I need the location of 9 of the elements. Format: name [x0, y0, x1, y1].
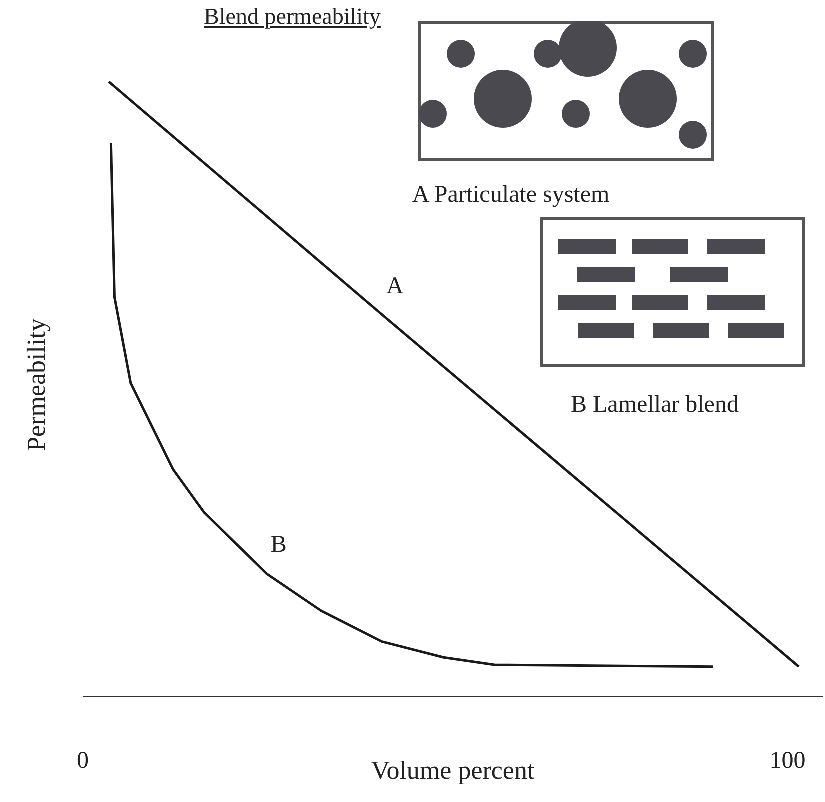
- x-tick-label: 0: [77, 748, 89, 774]
- x-axis-title: Volume percent: [371, 756, 536, 785]
- annotation: B Lamellar blend: [570, 392, 740, 419]
- chart-title: Blend permeability: [204, 4, 381, 30]
- series-label: B: [270, 532, 287, 558]
- annotation: A Particulate system: [411, 182, 611, 209]
- series-label: A: [386, 274, 405, 300]
- y-axis-title: Permeability: [22, 318, 52, 452]
- x-tick-label: 100: [770, 748, 806, 774]
